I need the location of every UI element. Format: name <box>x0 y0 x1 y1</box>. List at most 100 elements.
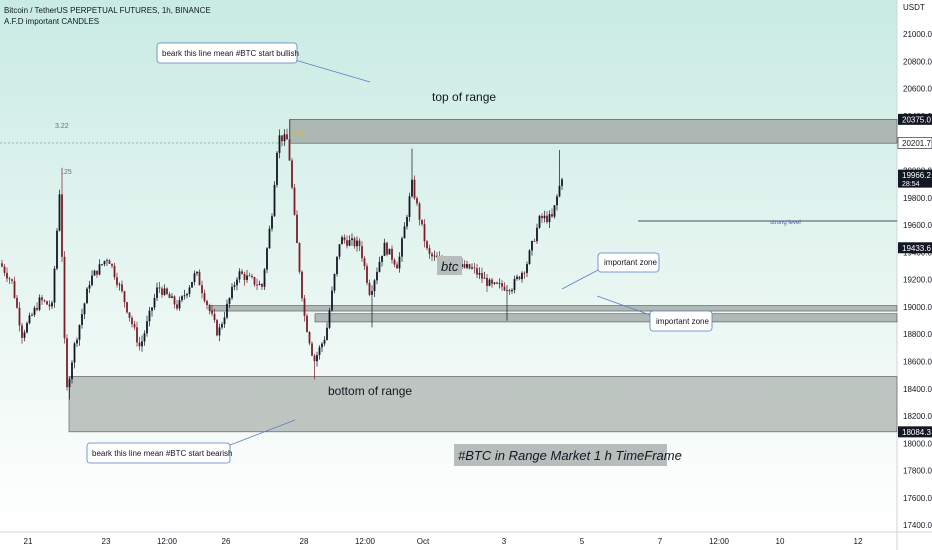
y-tick-label: 18400.0 <box>903 385 932 394</box>
candle-body <box>271 216 273 229</box>
candle-body <box>336 256 338 275</box>
currency-label: USDT <box>903 3 925 12</box>
candle-body <box>378 261 381 272</box>
y-tick-label: 17400.0 <box>903 521 932 530</box>
x-tick-label: 10 <box>776 537 785 546</box>
candle-body <box>243 274 246 280</box>
price-tag-label: 20201.7 <box>902 139 931 148</box>
candle-body <box>398 256 401 269</box>
y-tick-label: 18800.0 <box>903 330 932 339</box>
x-tick-label: Oct <box>417 537 430 546</box>
candle-body <box>556 196 558 206</box>
candle-body <box>136 327 138 343</box>
candle-body <box>331 290 333 311</box>
candle-body <box>316 355 318 362</box>
candle-body <box>3 266 6 273</box>
candle-body <box>358 240 361 247</box>
x-tick-label: 26 <box>222 537 231 546</box>
candle-body <box>273 184 276 217</box>
candle-body <box>133 324 136 328</box>
candle-body <box>143 333 146 342</box>
candle-body <box>493 282 496 284</box>
candle-body <box>201 285 203 294</box>
candle-body <box>393 259 396 265</box>
candle-body <box>386 242 388 255</box>
candle-body <box>338 244 341 257</box>
candle-body <box>278 135 281 153</box>
candle-body <box>171 296 173 298</box>
important-zone-1-text: important zone <box>604 258 657 267</box>
candle-body <box>371 291 373 295</box>
important-zone-1-box <box>597 252 660 273</box>
candle-body <box>66 338 68 388</box>
candle-body <box>188 287 191 294</box>
time-axis[interactable]: 21 23 12:00 26 28 12:00 Oct 3 5 7 12:00 10 12 <box>24 537 863 546</box>
candle-body <box>318 347 321 356</box>
candle-body <box>401 238 403 257</box>
x-tick-label: 3 <box>502 537 507 546</box>
x-tick-label: 21 <box>24 537 33 546</box>
candle-body <box>363 258 366 267</box>
y-tick-label: 20800.0 <box>903 57 932 66</box>
candle-body <box>1 263 3 267</box>
price-tag-bg <box>898 426 932 438</box>
candle-body <box>116 277 118 285</box>
zone-2 <box>314 313 898 323</box>
important-zone-2-pointer <box>596 295 654 317</box>
candle-body <box>21 325 23 338</box>
price-tag-bg <box>897 137 932 149</box>
candle-body <box>306 315 308 332</box>
callout-top-text: beark this line mean #BTC start bullish <box>162 49 299 58</box>
candle-body <box>388 248 391 255</box>
candle-body <box>151 307 153 311</box>
candle-body <box>391 248 393 260</box>
candle-body <box>538 215 541 228</box>
top-zone-label: top of range <box>432 90 496 104</box>
candle-body <box>518 276 521 280</box>
candle-body <box>408 196 411 217</box>
candle-body <box>81 314 83 325</box>
candle-body <box>268 228 271 249</box>
candle-body <box>293 187 296 215</box>
y-tick-label: 17600.0 <box>903 494 932 503</box>
callout-top-pointer <box>294 59 371 83</box>
candle-body <box>38 297 41 310</box>
candle-body <box>113 265 116 278</box>
candle-body <box>236 279 238 286</box>
candle-body <box>46 301 48 305</box>
candle-body <box>466 264 468 268</box>
candle-body <box>28 315 31 324</box>
x-tick-label: 7 <box>658 537 663 546</box>
candle-body <box>213 313 216 321</box>
candle-body <box>246 275 248 280</box>
price-axis-background <box>897 0 932 550</box>
candle-body <box>73 343 76 363</box>
candle-body <box>463 264 466 268</box>
candle-body <box>431 253 433 257</box>
candle-body <box>533 241 536 242</box>
candle-body <box>313 355 316 362</box>
candle-body <box>6 272 8 279</box>
btc-label-text: btc <box>441 259 459 274</box>
candle-body <box>78 324 81 340</box>
candle-body <box>233 285 236 287</box>
candle-body <box>191 282 193 288</box>
candle-body <box>491 279 493 284</box>
candle-body <box>48 304 51 307</box>
candle-body <box>366 266 368 283</box>
candle-body <box>476 268 478 275</box>
candle-body <box>496 282 498 284</box>
candle-body <box>158 287 161 289</box>
indicator-title: A.F.D important CANDLES <box>4 17 99 26</box>
candle-body <box>176 304 178 309</box>
candle-body <box>163 288 166 295</box>
candle-body <box>266 248 268 270</box>
candle-body <box>551 214 553 217</box>
y-tick-label: 21000.0 <box>903 30 932 39</box>
candle-body <box>383 242 386 256</box>
candle-body <box>173 296 176 305</box>
candle-body <box>478 272 481 275</box>
zones-layer <box>68 119 898 433</box>
candle-body <box>361 246 363 259</box>
